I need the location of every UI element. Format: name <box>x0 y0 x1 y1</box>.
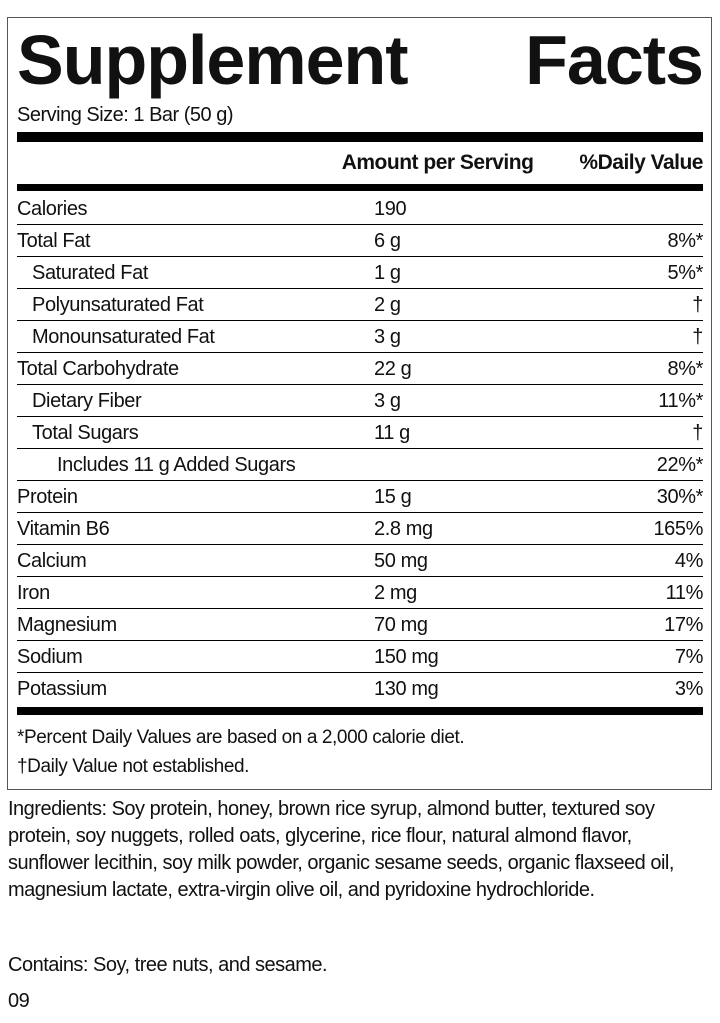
nutrient-row: Total Sugars 11 g † <box>17 417 703 449</box>
nutrient-name: Sodium <box>17 646 83 668</box>
title: Supplement Facts <box>17 21 704 99</box>
nutrient-name: Potassium <box>17 678 107 700</box>
nutrient-row: Monounsaturated Fat 3 g † <box>17 321 703 353</box>
amount: 2.8 mg <box>374 518 433 540</box>
contains: Contains: Soy, tree nuts, and sesame. <box>8 954 328 976</box>
daily-value: 165% <box>653 518 703 540</box>
nutrient-name: Monounsaturated Fat <box>32 326 215 348</box>
daily-value: 3% <box>674 678 704 700</box>
nutrient-name: Total Fat <box>17 230 91 252</box>
amount: 130 mg <box>374 678 439 700</box>
thick-rule <box>17 707 703 715</box>
dv-header: %Daily Value <box>579 151 703 174</box>
nutrient-name: Total Sugars <box>32 422 139 444</box>
footnote: †Daily Value not established. <box>17 756 250 777</box>
daily-value: 30%* <box>656 486 704 508</box>
ingredients: Ingredients: Soy protein, honey, brown r… <box>8 798 674 901</box>
nutrient-name: Polyunsaturated Fat <box>32 294 204 316</box>
amount: 150 mg <box>374 646 439 668</box>
nutrient-row: Total Fat 6 g 8%* <box>17 225 703 257</box>
nutrient-row: Calories 190 <box>17 193 703 225</box>
nutrient-name: Total Carbohydrate <box>17 358 179 380</box>
serving-size: Serving Size: 1 Bar (50 g) <box>17 104 234 126</box>
amount: 3 g <box>374 390 401 412</box>
nutrient-row: Polyunsaturated Fat 2 g † <box>17 289 703 321</box>
facts-panel: Supplement Facts Serving Size: 1 Bar (50… <box>7 17 712 790</box>
nutrient-name: Protein <box>17 486 78 508</box>
nutrient-name: Magnesium <box>17 614 117 636</box>
nutrient-row: Dietary Fiber 3 g 11%* <box>17 385 703 417</box>
amount: 50 mg <box>374 550 428 572</box>
column-header: Amount per Serving %Daily Value <box>17 142 704 184</box>
daily-value: † <box>692 326 703 348</box>
nutrient-row: Saturated Fat 1 g 5%* <box>17 257 703 289</box>
daily-value: † <box>692 294 703 316</box>
footnote: *Percent Daily Values are based on a 2,0… <box>17 727 465 748</box>
nutrient-name: Includes 11 g Added Sugars <box>57 454 296 476</box>
daily-value: 11% <box>665 582 704 604</box>
nutrient-name: Saturated Fat <box>32 262 148 284</box>
nutrient-row: Magnesium 70 mg 17% <box>17 609 703 641</box>
amount-header: Amount per Serving <box>341 151 534 174</box>
daily-value: 7% <box>674 646 704 668</box>
nutrient-row: Sodium 150 mg 7% <box>17 641 703 673</box>
amount: 6 g <box>374 230 401 252</box>
nutrient-name: Dietary Fiber <box>32 390 142 412</box>
amount: 2 mg <box>374 582 417 604</box>
daily-value: † <box>692 422 703 444</box>
nutrient-row: Protein 15 g 30%* <box>17 481 703 513</box>
nutrient-name: Calories <box>17 198 88 220</box>
nutrient-row: Iron 2 mg 11% <box>17 577 703 609</box>
daily-value: 17% <box>664 614 703 636</box>
amount: 11 g <box>374 422 410 444</box>
daily-value: 5%* <box>667 262 704 284</box>
daily-value: 4% <box>674 550 704 572</box>
amount: 190 <box>374 198 407 220</box>
nutrient-row: Potassium 130 mg 3% <box>17 673 703 704</box>
code: 09 <box>8 990 30 1012</box>
amount: 22 g <box>374 358 412 380</box>
amount: 70 mg <box>374 614 428 636</box>
daily-value: 8%* <box>667 358 704 380</box>
thick-rule <box>17 132 703 142</box>
daily-value: 11%* <box>658 390 703 412</box>
nutrient-row: Calcium 50 mg 4% <box>17 545 703 577</box>
footnotes: *Percent Daily Values are based on a 2,0… <box>17 723 703 781</box>
amount: 2 g <box>374 294 401 316</box>
nutrient-row: Total Carbohydrate 22 g 8%* <box>17 353 703 385</box>
nutrient-table: Calories 190 Total Fat 6 g 8%* Saturated Fat 1… <box>17 193 703 704</box>
nutrient-name: Vitamin B6 <box>17 518 110 540</box>
amount: 3 g <box>374 326 401 348</box>
daily-value: 22%* <box>656 454 704 476</box>
amount: 15 g <box>374 486 412 508</box>
amount: 1 g <box>374 262 401 284</box>
thick-rule <box>17 184 703 191</box>
nutrient-name: Calcium <box>17 550 87 572</box>
nutrient-row: Includes 11 g Added Sugars 22%* <box>17 449 703 481</box>
nutrient-name: Iron <box>17 582 50 604</box>
daily-value: 8%* <box>667 230 704 252</box>
nutrient-row: Vitamin B6 2.8 mg 165% <box>17 513 703 545</box>
